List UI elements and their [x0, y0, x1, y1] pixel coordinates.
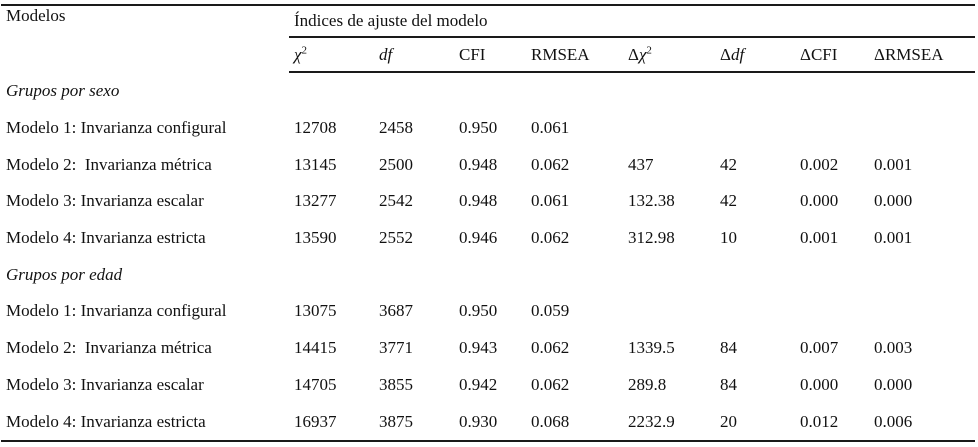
row-label: Modelo 1: Invarianza configural	[6, 118, 227, 138]
col-header-cfi: CFI	[454, 37, 526, 73]
cell-delta-chi2: 2232.9	[628, 411, 675, 431]
cell-delta-rmsea: 0.003	[874, 338, 913, 358]
cell-chi2: 13075	[294, 301, 337, 321]
section-label: Grupos por edad	[6, 264, 123, 284]
cell-chi2: 13145	[294, 154, 337, 174]
col-header-delta-df: Δdf	[715, 37, 795, 73]
cell-delta-chi2: 1339.5	[628, 338, 675, 358]
cell-delta-df: 20	[720, 411, 737, 431]
cell-cfi: 0.950	[459, 118, 498, 138]
cell-delta-chi2	[623, 110, 715, 147]
table-row: Modelo 4: Invarianza estricta 16937 3875…	[1, 403, 975, 441]
section-label: Grupos por sexo	[6, 81, 120, 101]
cell-cfi: 0.942	[459, 374, 498, 394]
cell-df: 2458	[379, 118, 413, 138]
table-row: Modelo 3: Invarianza escalar 14705 3855 …	[1, 367, 975, 404]
cell-delta-chi2	[623, 293, 715, 330]
cell-cfi: 0.948	[459, 154, 498, 174]
col-header-df: df	[374, 37, 454, 73]
cell-delta-cfi	[795, 293, 869, 330]
table-row: Modelo 3: Invarianza escalar 13277 2542 …	[1, 183, 975, 220]
cell-delta-rmsea: 0.006	[874, 411, 913, 431]
row-label: Modelo 4: Invarianza estricta	[6, 228, 206, 248]
cell-chi2: 14415	[294, 338, 337, 358]
cell-chi2: 14705	[294, 374, 337, 394]
cell-df: 2552	[379, 228, 413, 248]
table-row: Modelo 1: Invarianza configural 12708 24…	[1, 110, 975, 147]
row-label: Modelo 3: Invarianza escalar	[6, 374, 204, 394]
col-header-rmsea: RMSEA	[526, 37, 623, 73]
cell-delta-chi2: 132.38	[628, 191, 675, 211]
cell-df: 3855	[379, 374, 413, 394]
cell-df: 3687	[379, 301, 413, 321]
cell-delta-rmsea	[869, 293, 975, 330]
section-row-sexo: Grupos por sexo	[1, 72, 975, 110]
col-header-delta-rmsea: ΔRMSEA	[869, 37, 976, 73]
cell-delta-rmsea: 0.000	[874, 191, 913, 211]
table-row: Modelo 1: Invarianza configural 13075 36…	[1, 293, 975, 330]
cell-delta-df	[715, 110, 795, 147]
cell-rmsea: 0.061	[531, 118, 570, 138]
cell-delta-cfi: 0.002	[800, 154, 839, 174]
col-header-delta-chi2: Δχ2	[623, 37, 715, 73]
cell-delta-cfi: 0.001	[800, 228, 839, 248]
cell-rmsea: 0.068	[531, 411, 570, 431]
row-label: Modelo 1: Invarianza configural	[6, 301, 227, 321]
cell-delta-rmsea: 0.000	[874, 374, 913, 394]
cell-cfi: 0.943	[459, 338, 498, 358]
fit-indices-span-header: Índices de ajuste del modelo	[289, 5, 976, 38]
cell-chi2: 13277	[294, 191, 337, 211]
row-label: Modelo 4: Invarianza estricta	[6, 411, 206, 431]
cell-rmsea: 0.062	[531, 374, 570, 394]
cell-delta-cfi	[795, 110, 869, 147]
cell-rmsea: 0.062	[531, 338, 570, 358]
col-header-delta-cfi: ΔCFI	[795, 37, 869, 73]
table-row: Modelo 2: Invarianza métrica 14415 3771 …	[1, 330, 975, 367]
header-row-columns: χ2 df CFI RMSEA Δχ2 Δdf ΔCFI ΔRMSEA	[1, 37, 976, 73]
cell-chi2: 16937	[294, 411, 337, 431]
cell-rmsea: 0.062	[531, 228, 570, 248]
cell-delta-df: 42	[720, 154, 737, 174]
cell-df: 3875	[379, 411, 413, 431]
cell-delta-df: 42	[720, 191, 737, 211]
cell-delta-rmsea	[869, 110, 975, 147]
cell-delta-chi2: 437	[628, 154, 654, 174]
cell-delta-cfi: 0.007	[800, 338, 839, 358]
col-header-chi2: χ2	[289, 37, 374, 73]
cell-delta-rmsea: 0.001	[874, 228, 913, 248]
models-column-header: Modelos	[6, 6, 66, 25]
cell-delta-cfi: 0.000	[800, 374, 839, 394]
table-row: Modelo 2: Invarianza métrica 13145 2500 …	[1, 146, 975, 183]
cell-chi2: 12708	[294, 118, 337, 138]
cell-df: 3771	[379, 338, 413, 358]
row-label: Modelo 2: Invarianza métrica	[6, 154, 212, 174]
cell-rmsea: 0.059	[531, 301, 570, 321]
cell-delta-df	[715, 293, 795, 330]
header-row-span: Modelos Índices de ajuste del modelo	[1, 5, 976, 38]
cell-delta-cfi: 0.012	[800, 411, 839, 431]
table-row: Modelo 4: Invarianza estricta 13590 2552…	[1, 220, 975, 257]
cell-df: 2542	[379, 191, 413, 211]
cell-delta-chi2: 312.98	[628, 228, 675, 248]
cell-cfi: 0.950	[459, 301, 498, 321]
cell-delta-df: 10	[720, 228, 737, 248]
cell-delta-df: 84	[720, 374, 737, 394]
cell-cfi: 0.930	[459, 411, 498, 431]
cell-cfi: 0.946	[459, 228, 498, 248]
cell-delta-rmsea: 0.001	[874, 154, 913, 174]
row-label: Modelo 3: Invarianza escalar	[6, 191, 204, 211]
fit-indices-table: Modelos Índices de ajuste del modelo χ2 …	[1, 4, 976, 442]
cell-delta-cfi: 0.000	[800, 191, 839, 211]
cell-rmsea: 0.062	[531, 154, 570, 174]
cell-chi2: 13590	[294, 228, 337, 248]
cell-rmsea: 0.061	[531, 191, 570, 211]
row-label: Modelo 2: Invarianza métrica	[6, 338, 212, 358]
cell-delta-df: 84	[720, 338, 737, 358]
cell-delta-chi2: 289.8	[628, 374, 667, 394]
cell-df: 2500	[379, 154, 413, 174]
cell-cfi: 0.948	[459, 191, 498, 211]
section-row-edad: Grupos por edad	[1, 256, 975, 293]
